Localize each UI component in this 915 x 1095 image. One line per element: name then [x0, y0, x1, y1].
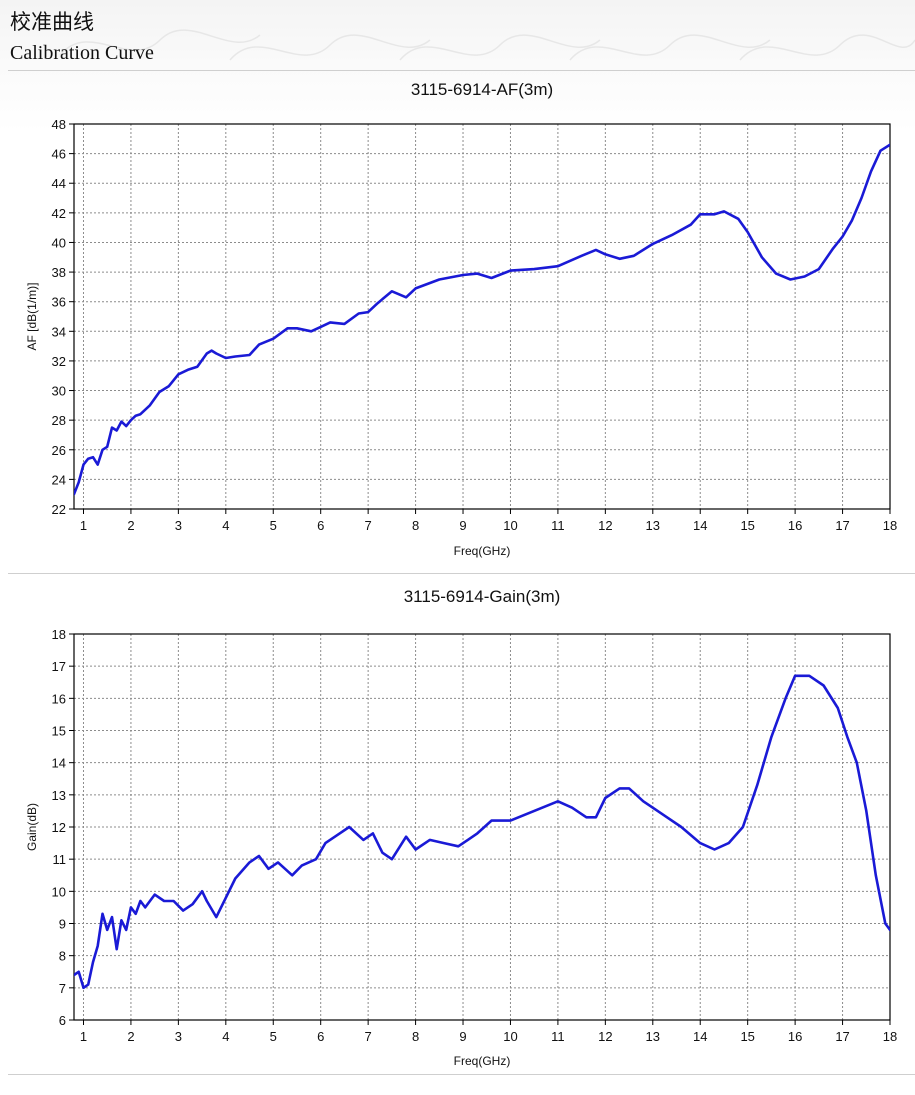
x-tick-label: 15 [740, 518, 754, 533]
chart-title: 3115-6914-AF(3m) [411, 80, 553, 99]
af-chart: 3115-6914-AF(3m)1 2 3 4 5 6 7 8 9 10 11 12 13 14 15 16 1… [25, 80, 897, 558]
x-tick-label: 14 [693, 518, 707, 533]
x-tick-label: 12 [598, 1029, 612, 1044]
y-tick-label: 28 [52, 413, 66, 428]
header-title-en: Calibration Curve [10, 42, 154, 64]
section-divider [8, 1074, 915, 1075]
plot-frame [73, 123, 891, 510]
x-tick-label: 18 [883, 518, 897, 533]
x-tick-label: 14 [693, 1029, 707, 1044]
y-tick-label: 6 [59, 1013, 66, 1028]
y-axis-label: AF [dB(1/m)] [25, 282, 39, 350]
series-line [74, 143, 890, 496]
x-tick-label: 9 [459, 518, 466, 533]
x-tick-label: 18 [883, 1029, 897, 1044]
x-tick-label: 17 [835, 518, 849, 533]
chart-title: 3115-6914-Gain(3m) [404, 587, 561, 606]
y-tick-label: 12 [52, 820, 66, 835]
y-tick-label: 8 [59, 949, 66, 964]
x-tick-label: 6 [317, 518, 324, 533]
y-tick-label: 46 [52, 147, 66, 162]
y-tick-label: 40 [52, 235, 66, 250]
x-tick-label: 4 [222, 1029, 229, 1044]
y-tick-label: 42 [52, 206, 66, 221]
x-tick-label: 13 [646, 1029, 660, 1044]
y-axis-label: Gain(dB) [25, 803, 39, 851]
x-tick-label: 16 [788, 518, 802, 533]
x-tick-label: 16 [788, 1029, 802, 1044]
gain-chart: 3115-6914-Gain(3m)1 2 3 4 5 6 7 8 9 10 11 12 13 14 15 1… [25, 587, 897, 1068]
x-tick-label: 13 [646, 518, 660, 533]
y-tick-label: 11 [53, 852, 67, 867]
x-tick-label: 9 [459, 1029, 466, 1044]
af-chart-panel: 3115-6914-AF(3m) 1 2 3 4 5 6 7 8 9 10 11 12 13 14 15 16 1… [0, 71, 915, 573]
x-tick-label: 11 [551, 518, 565, 533]
y-tick-label: 22 [52, 502, 66, 517]
x-tick-label: 3 [175, 1029, 182, 1044]
y-tick-label: 9 [59, 917, 66, 932]
y-tick-label: 13 [52, 788, 66, 803]
y-tick-label: 34 [52, 324, 66, 339]
x-tick-label: 2 [127, 1029, 134, 1044]
x-tick-label: 6 [317, 1029, 324, 1044]
section-divider [8, 70, 915, 71]
x-tick-label: 2 [127, 518, 134, 533]
y-tick-label: 26 [52, 443, 66, 458]
y-tick-label: 17 [52, 659, 66, 674]
x-tick-label: 4 [222, 518, 229, 533]
y-tick-label: 32 [52, 354, 66, 369]
x-tick-label: 5 [270, 518, 277, 533]
y-tick-label: 24 [52, 472, 66, 487]
x-axis-label: Freq(GHz) [454, 1054, 511, 1068]
y-tick-label: 36 [52, 295, 66, 310]
x-tick-label: 1 [80, 518, 87, 533]
y-tick-label: 15 [52, 724, 66, 739]
series-line [74, 674, 890, 990]
x-tick-label: 11 [551, 1029, 565, 1044]
gain-chart-panel: 3115-6914-Gain(3m) 1 2 3 4 5 6 7 8 9 10 11 12 13 14 15 1… [0, 574, 915, 1074]
x-tick-label: 3 [175, 518, 182, 533]
x-tick-label: 12 [598, 518, 612, 533]
x-tick-label: 5 [270, 1029, 277, 1044]
x-tick-label: 10 [503, 1029, 517, 1044]
y-tick-label: 18 [52, 627, 66, 642]
y-tick-label: 44 [52, 176, 66, 191]
x-axis-label: Freq(GHz) [454, 544, 511, 558]
x-tick-label: 7 [365, 1029, 372, 1044]
x-tick-label: 17 [835, 1029, 849, 1044]
x-tick-label: 7 [365, 518, 372, 533]
y-tick-label: 30 [52, 384, 66, 399]
y-tick-label: 7 [59, 981, 66, 996]
x-tick-label: 8 [412, 518, 419, 533]
y-tick-label: 10 [52, 884, 66, 899]
x-tick-label: 10 [503, 518, 517, 533]
x-tick-label: 1 [80, 1029, 87, 1044]
y-tick-label: 48 [52, 117, 66, 132]
x-tick-label: 8 [412, 1029, 419, 1044]
y-tick-label: 38 [52, 265, 66, 280]
section-divider [8, 573, 915, 574]
header-title-zh: 校准曲线 [10, 10, 94, 34]
x-tick-label: 15 [740, 1029, 754, 1044]
y-tick-label: 16 [52, 691, 66, 706]
y-tick-label: 14 [52, 756, 66, 771]
